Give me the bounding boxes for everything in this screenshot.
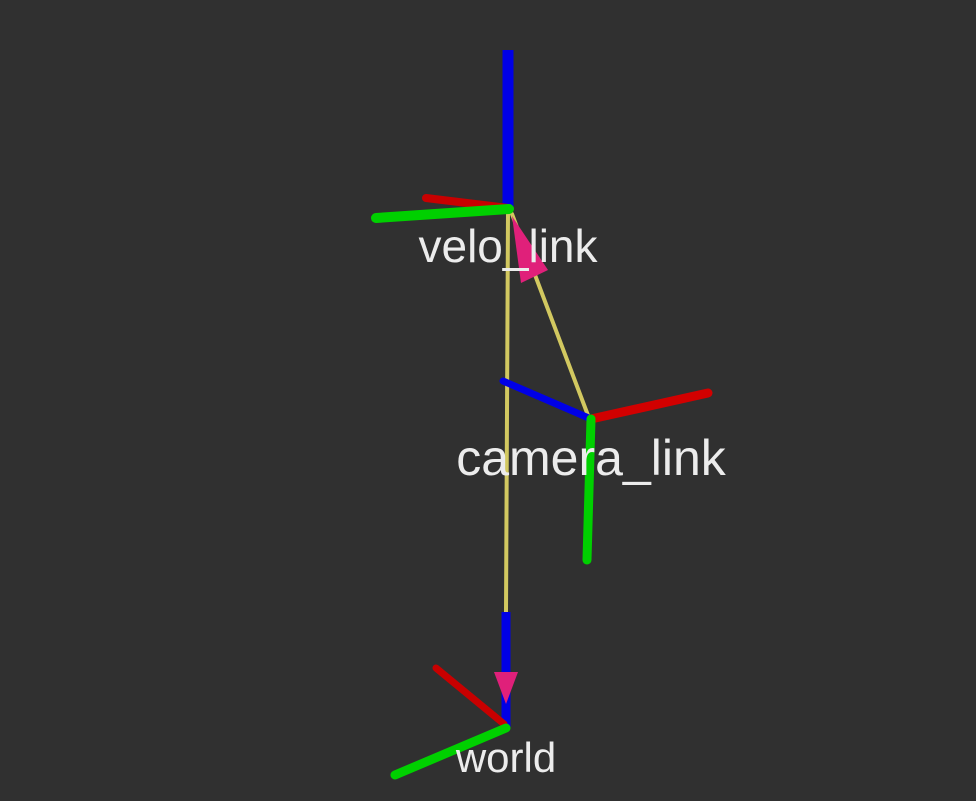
frame-axes-camera bbox=[499, 377, 713, 565]
camera-x-axis bbox=[586, 388, 713, 424]
world-x-axis bbox=[432, 664, 508, 728]
velo-y-axis bbox=[371, 204, 514, 223]
frame-axes-world bbox=[390, 612, 518, 780]
tf-link-velo-to-world bbox=[504, 210, 510, 614]
frame-axes-velo bbox=[371, 50, 548, 283]
frame-label-world: world bbox=[455, 734, 556, 781]
camera-z-axis bbox=[499, 377, 595, 423]
velo-arrow-head bbox=[512, 216, 548, 283]
world-arrow-head bbox=[494, 672, 518, 704]
frame-label-camera: camera_link bbox=[456, 430, 727, 486]
frame-label-velo: velo_link bbox=[419, 220, 599, 272]
frame-labels: velo_link camera_link world bbox=[419, 220, 727, 781]
camera-y-axis bbox=[582, 414, 596, 565]
world-y-axis bbox=[390, 723, 511, 780]
